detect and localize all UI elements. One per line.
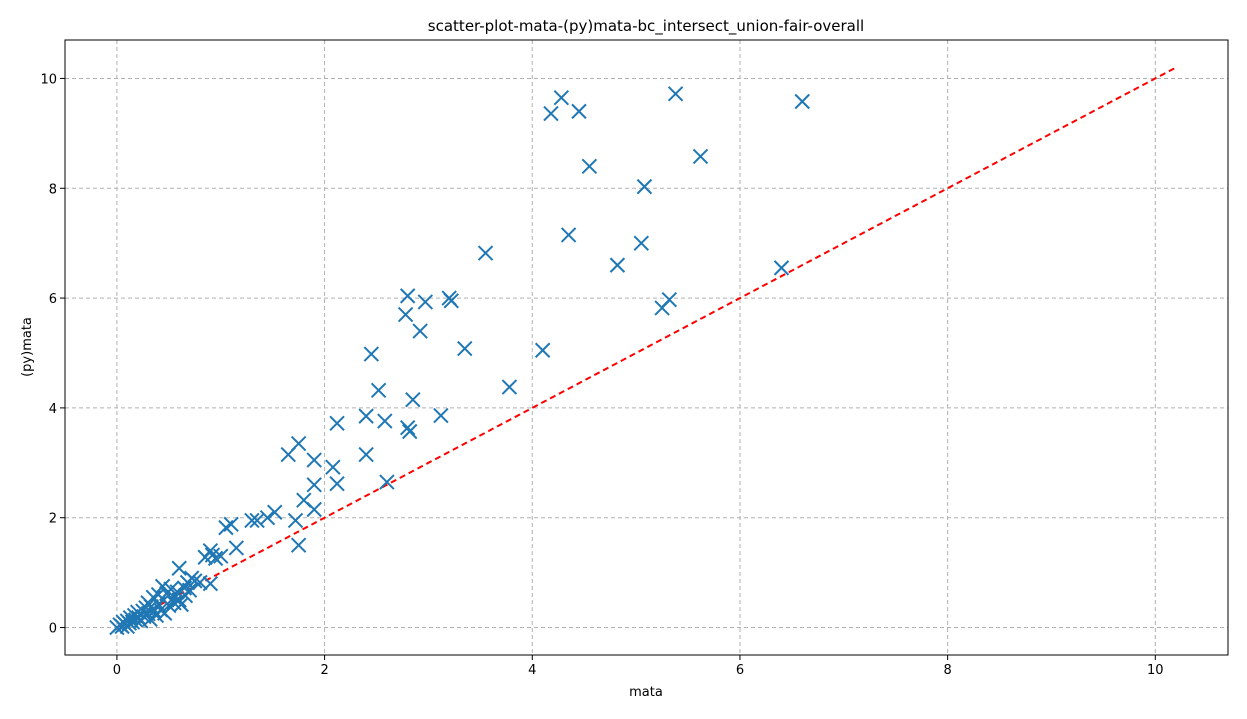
data-point: [543, 105, 559, 122]
x-axis-label: mata: [629, 685, 663, 700]
data-point: [202, 542, 219, 559]
x-tick-label: 0: [113, 663, 121, 678]
y-tick-label: 6: [49, 292, 57, 307]
x-tick-label: 8: [943, 663, 951, 678]
data-point: [773, 260, 790, 276]
y-tick-label: 0: [49, 622, 57, 637]
data-point: [249, 512, 265, 529]
reference-line-layer: [116, 66, 1177, 629]
grid-lines: [65, 40, 1228, 655]
data-point: [223, 516, 239, 533]
data-point: [358, 446, 374, 463]
x-tick-label: 6: [736, 663, 744, 678]
data-point: [358, 408, 374, 424]
data-point: [501, 379, 518, 395]
data-point: [370, 382, 387, 399]
data-point: [417, 294, 434, 310]
data-point: [571, 103, 587, 120]
data-point: [202, 575, 219, 592]
data-point: [244, 512, 260, 529]
data-point: [145, 589, 161, 606]
data-point: [213, 548, 229, 564]
data-point: [633, 235, 650, 251]
data-point: [377, 413, 393, 429]
x-tick-label: 2: [320, 663, 328, 678]
data-point: [173, 596, 190, 613]
data-point: [267, 504, 283, 520]
data-point: [379, 474, 395, 490]
chart-title: scatter-plot-mata-(py)mata-bc_intersect_…: [428, 17, 864, 36]
y-tick-label: 10: [40, 72, 57, 87]
data-point: [661, 292, 678, 308]
data-point: [306, 501, 322, 518]
y-tick-label: 2: [49, 512, 57, 527]
data-point: [609, 257, 626, 273]
x-tick-label: 10: [1147, 663, 1164, 678]
axis-ticks: 0 2 4 6 8 10 0 2 4 6 8 10: [40, 72, 1163, 678]
data-point: [581, 158, 598, 175]
data-point: [402, 423, 418, 440]
data-point: [553, 89, 570, 106]
data-point: [636, 178, 653, 195]
data-point: [259, 510, 276, 526]
data-point: [329, 415, 345, 431]
data-point: [207, 550, 224, 567]
data-point: [287, 512, 304, 529]
y-tick-label: 8: [49, 182, 57, 197]
data-point: [306, 477, 322, 493]
data-point: [405, 391, 421, 408]
data-point: [329, 475, 345, 492]
data-point: [534, 342, 551, 358]
data-point: [306, 452, 322, 468]
y-axis-label: (py)mata: [20, 317, 35, 377]
data-point: [477, 245, 494, 261]
data-point: [457, 340, 473, 357]
data-point: [667, 86, 684, 102]
data-point: [290, 435, 307, 452]
data-point: [363, 346, 380, 362]
data-point: [228, 540, 245, 556]
data-point: [399, 419, 416, 436]
data-point: [187, 573, 203, 589]
data-point: [412, 323, 428, 339]
data-point: [443, 293, 459, 309]
x-tick-label: 4: [528, 663, 536, 678]
data-point: [290, 537, 307, 553]
data-point: [399, 288, 416, 304]
data-point: [433, 407, 449, 424]
data-point: [397, 306, 414, 323]
data-point: [171, 560, 187, 576]
data-points: [109, 86, 810, 636]
data-point: [181, 582, 198, 598]
data-point: [794, 93, 810, 110]
plot-frame: [64, 39, 1229, 656]
data-point: [560, 227, 577, 243]
data-point: [692, 148, 709, 165]
reference-line: [116, 66, 1177, 629]
data-point: [325, 459, 341, 475]
y-tick-label: 4: [49, 402, 57, 417]
